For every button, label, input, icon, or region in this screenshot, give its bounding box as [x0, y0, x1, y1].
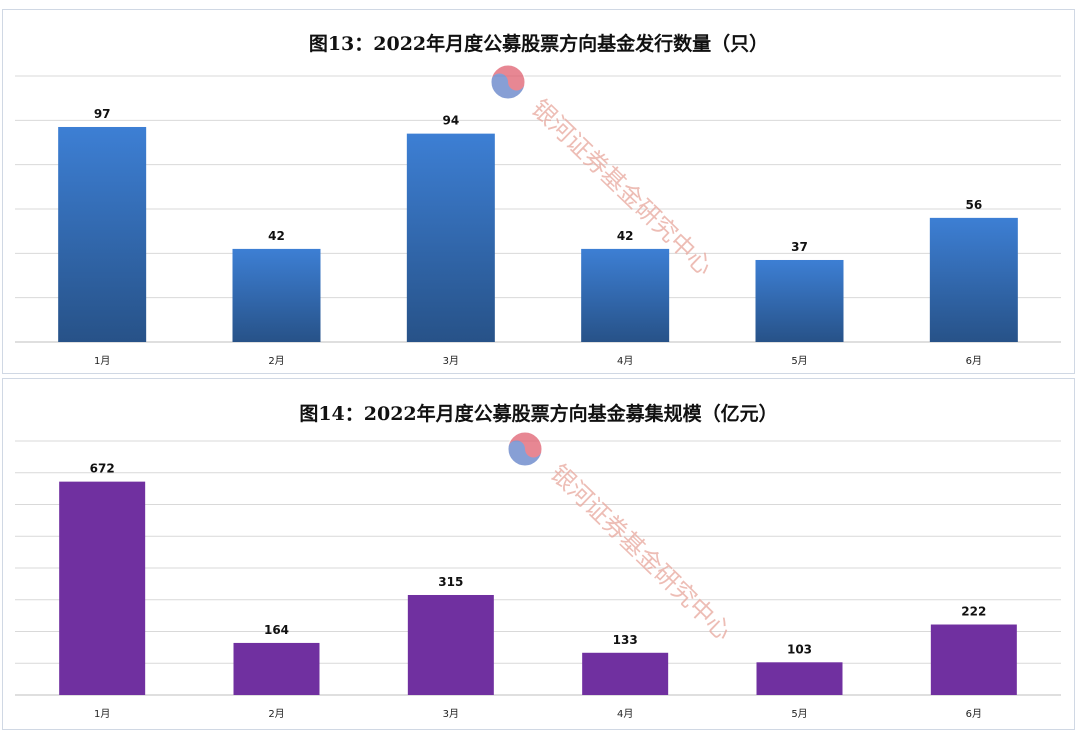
x-tick-label: 3月 — [443, 708, 459, 720]
chart-panel-issuance-count: 图13：2022年月度公募股票方向基金发行数量（只） 97 1月 42 2月 94 3月 4… — [2, 9, 1075, 374]
watermark-logo-icon — [507, 431, 543, 467]
x-tick-label: 4月 — [617, 708, 633, 720]
watermark-logo-icon — [490, 64, 526, 100]
bar-5月 — [756, 662, 843, 695]
data-label: 103 — [787, 642, 812, 656]
bar-6月 — [930, 624, 1017, 695]
chart-title: 图13：2022年月度公募股票方向基金发行数量（只） — [308, 33, 769, 55]
x-tick-label: 4月 — [617, 355, 633, 367]
data-label: 56 — [965, 198, 982, 212]
data-label: 42 — [268, 229, 285, 243]
bar-1月 — [59, 481, 146, 695]
watermark: 银河证券基金研究中心 — [507, 431, 737, 646]
x-tick-label: 1月 — [94, 355, 110, 367]
bar-1月 — [58, 126, 147, 342]
data-label: 97 — [94, 107, 111, 121]
chart-panel-fundraising-scale: 图14：2022年月度公募股票方向基金募集规模（亿元） 672 1月 164 2月 31… — [2, 378, 1075, 730]
x-tick-label: 2月 — [268, 355, 284, 367]
x-tick-label: 2月 — [268, 708, 284, 720]
issuance-count-bar-chart: 97 1月 42 2月 94 3月 42 4月 37 5月 56 6月 银河证券基金研究中心 — [15, 64, 1061, 367]
x-tick-label: 6月 — [966, 355, 982, 367]
data-label: 94 — [442, 114, 459, 128]
x-tick-label: 5月 — [791, 708, 807, 720]
bar-5月 — [755, 259, 844, 342]
bar-2月 — [232, 248, 321, 342]
bar-6月 — [929, 217, 1018, 342]
data-label: 315 — [438, 575, 463, 589]
watermark-text: 银河证券基金研究中心 — [545, 459, 737, 646]
bar-4月 — [581, 248, 670, 342]
x-tick-label: 1月 — [94, 708, 110, 720]
chart-title: 图14：2022年月度公募股票方向基金募集规模（亿元） — [299, 403, 778, 425]
watermark: 银河证券基金研究中心 — [490, 64, 718, 281]
data-label: 672 — [90, 462, 115, 476]
bar-4月 — [582, 652, 669, 695]
data-label: 164 — [264, 623, 289, 637]
x-tick-label: 5月 — [791, 355, 807, 367]
bar-3月 — [406, 133, 495, 342]
fundraising-scale-bar-chart: 672 1月 164 2月 315 3月 133 4月 103 5月 222 6月 银河证券基金研究中心 — [15, 431, 1061, 720]
x-tick-label: 3月 — [443, 355, 459, 367]
data-label: 222 — [961, 605, 986, 619]
x-tick-label: 6月 — [966, 708, 982, 720]
data-label: 42 — [617, 229, 634, 243]
bar-3月 — [407, 594, 494, 695]
data-label: 133 — [613, 633, 638, 647]
bar-2月 — [233, 642, 320, 695]
data-label: 37 — [791, 240, 808, 254]
